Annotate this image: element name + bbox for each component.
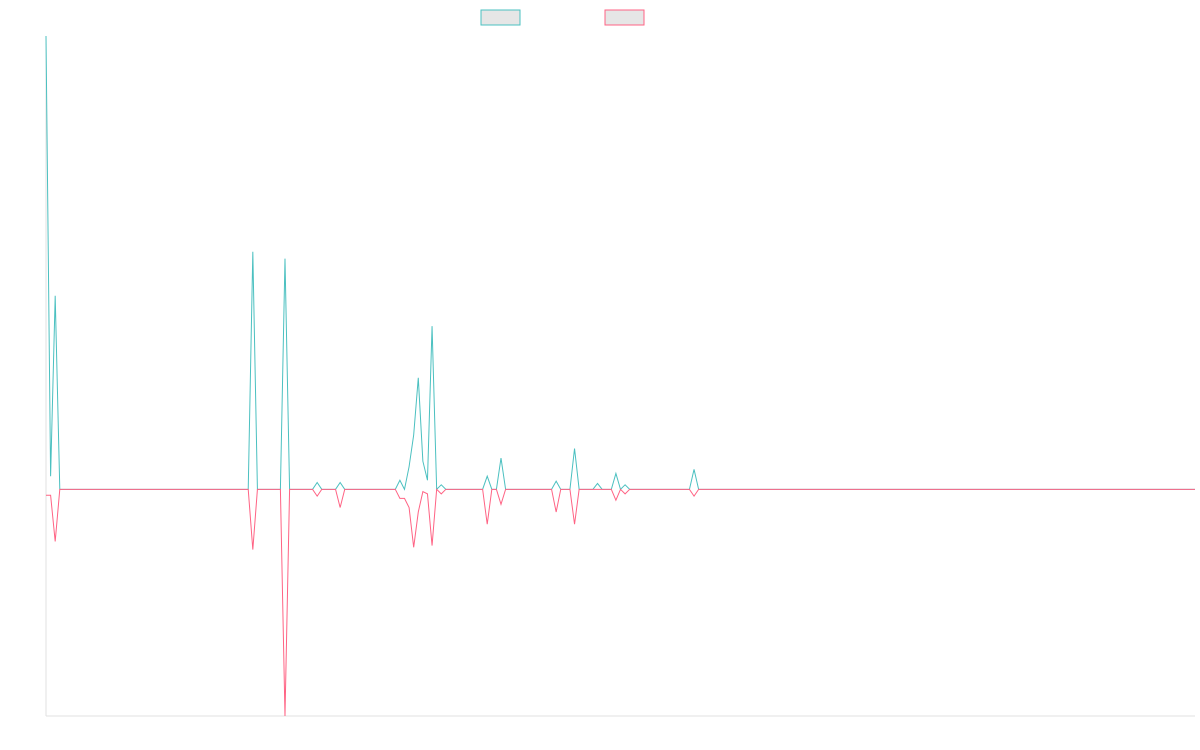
series-line bbox=[46, 488, 1195, 717]
legend-swatch bbox=[604, 9, 645, 26]
legend-swatch bbox=[480, 9, 521, 26]
series-line bbox=[45, 35, 1195, 491]
